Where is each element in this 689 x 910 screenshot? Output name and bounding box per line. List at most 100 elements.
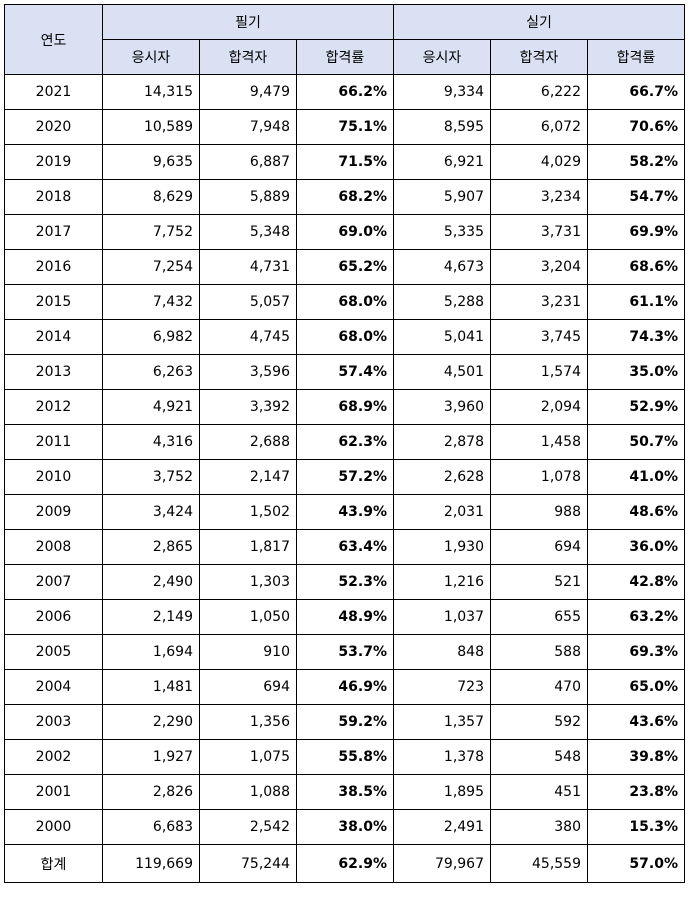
- practical-passers-cell: 3,234: [490, 179, 588, 215]
- practical-applicants-cell: 1,378: [393, 739, 491, 775]
- table-row: 2011 4,316 2,688 62.3% 2,878 1,458 50.7%: [4, 424, 685, 460]
- practical-pass-rate-cell: 50.7%: [587, 424, 685, 460]
- year-cell: 2007: [4, 564, 103, 600]
- written-pass-rate-cell: 38.5%: [296, 774, 394, 810]
- year-cell: 2008: [4, 529, 103, 565]
- practical-pass-rate-cell: 36.0%: [587, 529, 685, 565]
- practical-applicants-cell: 2,878: [393, 424, 491, 460]
- practical-applicants-cell: 4,501: [393, 354, 491, 390]
- practical-pass-rate-cell: 61.1%: [587, 284, 685, 320]
- written-passers-cell: 2,542: [199, 809, 297, 845]
- written-passers-cell: 9,479: [199, 74, 297, 110]
- year-cell: 2004: [4, 669, 103, 705]
- practical-passers-cell: 6,072: [490, 109, 588, 145]
- practical-applicants-cell: 79,967: [393, 844, 491, 883]
- written-applicants-cell: 1,481: [102, 669, 200, 705]
- written-pass-rate-cell: 38.0%: [296, 809, 394, 845]
- header-written-applicants: 응시자: [102, 39, 200, 75]
- written-applicants-cell: 4,316: [102, 424, 200, 460]
- year-cell: 2015: [4, 284, 103, 320]
- written-passers-cell: 3,392: [199, 389, 297, 425]
- written-applicants-cell: 6,263: [102, 354, 200, 390]
- written-pass-rate-cell: 59.2%: [296, 704, 394, 740]
- written-applicants-cell: 3,752: [102, 459, 200, 495]
- written-passers-cell: 6,887: [199, 144, 297, 180]
- practical-passers-cell: 588: [490, 634, 588, 670]
- practical-passers-cell: 3,745: [490, 319, 588, 355]
- practical-applicants-cell: 5,041: [393, 319, 491, 355]
- written-pass-rate-cell: 46.9%: [296, 669, 394, 705]
- written-passers-cell: 5,057: [199, 284, 297, 320]
- written-pass-rate-cell: 68.9%: [296, 389, 394, 425]
- table-row: 2021 14,315 9,479 66.2% 9,334 6,222 66.7%: [4, 74, 685, 110]
- written-passers-cell: 1,502: [199, 494, 297, 530]
- practical-pass-rate-cell: 15.3%: [587, 809, 685, 845]
- header-practical-applicants: 응시자: [393, 39, 491, 75]
- written-passers-cell: 1,075: [199, 739, 297, 775]
- year-cell: 2013: [4, 354, 103, 390]
- written-applicants-cell: 7,432: [102, 284, 200, 320]
- written-applicants-cell: 1,927: [102, 739, 200, 775]
- written-passers-cell: 1,817: [199, 529, 297, 565]
- year-cell: 2020: [4, 109, 103, 145]
- practical-pass-rate-cell: 48.6%: [587, 494, 685, 530]
- table-row: 2018 8,629 5,889 68.2% 5,907 3,234 54.7%: [4, 179, 685, 215]
- table-row: 2008 2,865 1,817 63.4% 1,930 694 36.0%: [4, 529, 685, 565]
- practical-pass-rate-cell: 69.3%: [587, 634, 685, 670]
- written-pass-rate-cell: 68.0%: [296, 319, 394, 355]
- practical-passers-cell: 4,029: [490, 144, 588, 180]
- year-cell: 2014: [4, 319, 103, 355]
- table-row: 2009 3,424 1,502 43.9% 2,031 988 48.6%: [4, 494, 685, 530]
- practical-pass-rate-cell: 68.6%: [587, 249, 685, 285]
- practical-passers-cell: 988: [490, 494, 588, 530]
- table-row: 2010 3,752 2,147 57.2% 2,628 1,078 41.0%: [4, 459, 685, 495]
- practical-pass-rate-cell: 54.7%: [587, 179, 685, 215]
- practical-passers-cell: 548: [490, 739, 588, 775]
- practical-pass-rate-cell: 57.0%: [587, 844, 685, 883]
- written-applicants-cell: 2,149: [102, 599, 200, 635]
- total-row: 합계 119,669 75,244 62.9% 79,967 45,559 57.0%: [4, 844, 685, 883]
- practical-passers-cell: 655: [490, 599, 588, 635]
- written-pass-rate-cell: 53.7%: [296, 634, 394, 670]
- written-pass-rate-cell: 43.9%: [296, 494, 394, 530]
- written-passers-cell: 1,088: [199, 774, 297, 810]
- year-cell: 2006: [4, 599, 103, 635]
- written-applicants-cell: 119,669: [102, 844, 200, 883]
- table-row: 2002 1,927 1,075 55.8% 1,378 548 39.8%: [4, 739, 685, 775]
- written-pass-rate-cell: 55.8%: [296, 739, 394, 775]
- practical-applicants-cell: 4,673: [393, 249, 491, 285]
- written-pass-rate-cell: 62.9%: [296, 844, 394, 883]
- written-applicants-cell: 4,921: [102, 389, 200, 425]
- table-row: 2013 6,263 3,596 57.4% 4,501 1,574 35.0%: [4, 354, 685, 390]
- exam-statistics-table: 연도 필기 실기 응시자 합격자 합격률 응시자 합격자 합격률 2021 14,…: [4, 4, 685, 883]
- written-pass-rate-cell: 63.4%: [296, 529, 394, 565]
- written-applicants-cell: 2,865: [102, 529, 200, 565]
- year-cell: 2019: [4, 144, 103, 180]
- year-cell: 2012: [4, 389, 103, 425]
- table-body: 2021 14,315 9,479 66.2% 9,334 6,222 66.7% 2020 1…: [4, 74, 685, 883]
- practical-pass-rate-cell: 42.8%: [587, 564, 685, 600]
- practical-passers-cell: 6,222: [490, 74, 588, 110]
- header-row-top: 연도 필기 실기: [4, 4, 685, 75]
- written-applicants-cell: 3,424: [102, 494, 200, 530]
- written-applicants-cell: 2,290: [102, 704, 200, 740]
- written-passers-cell: 1,303: [199, 564, 297, 600]
- practical-passers-cell: 2,094: [490, 389, 588, 425]
- practical-passers-cell: 521: [490, 564, 588, 600]
- written-pass-rate-cell: 57.2%: [296, 459, 394, 495]
- practical-pass-rate-cell: 74.3%: [587, 319, 685, 355]
- practical-pass-rate-cell: 70.6%: [587, 109, 685, 145]
- year-cell: 2000: [4, 809, 103, 845]
- practical-applicants-cell: 1,895: [393, 774, 491, 810]
- practical-pass-rate-cell: 35.0%: [587, 354, 685, 390]
- written-passers-cell: 694: [199, 669, 297, 705]
- table-row: 2003 2,290 1,356 59.2% 1,357 592 43.6%: [4, 704, 685, 740]
- practical-applicants-cell: 3,960: [393, 389, 491, 425]
- header-written-pass-rate: 합격률: [296, 39, 394, 75]
- written-applicants-cell: 10,589: [102, 109, 200, 145]
- practical-applicants-cell: 1,930: [393, 529, 491, 565]
- practical-pass-rate-cell: 63.2%: [587, 599, 685, 635]
- practical-passers-cell: 1,574: [490, 354, 588, 390]
- written-passers-cell: 4,745: [199, 319, 297, 355]
- written-passers-cell: 5,348: [199, 214, 297, 250]
